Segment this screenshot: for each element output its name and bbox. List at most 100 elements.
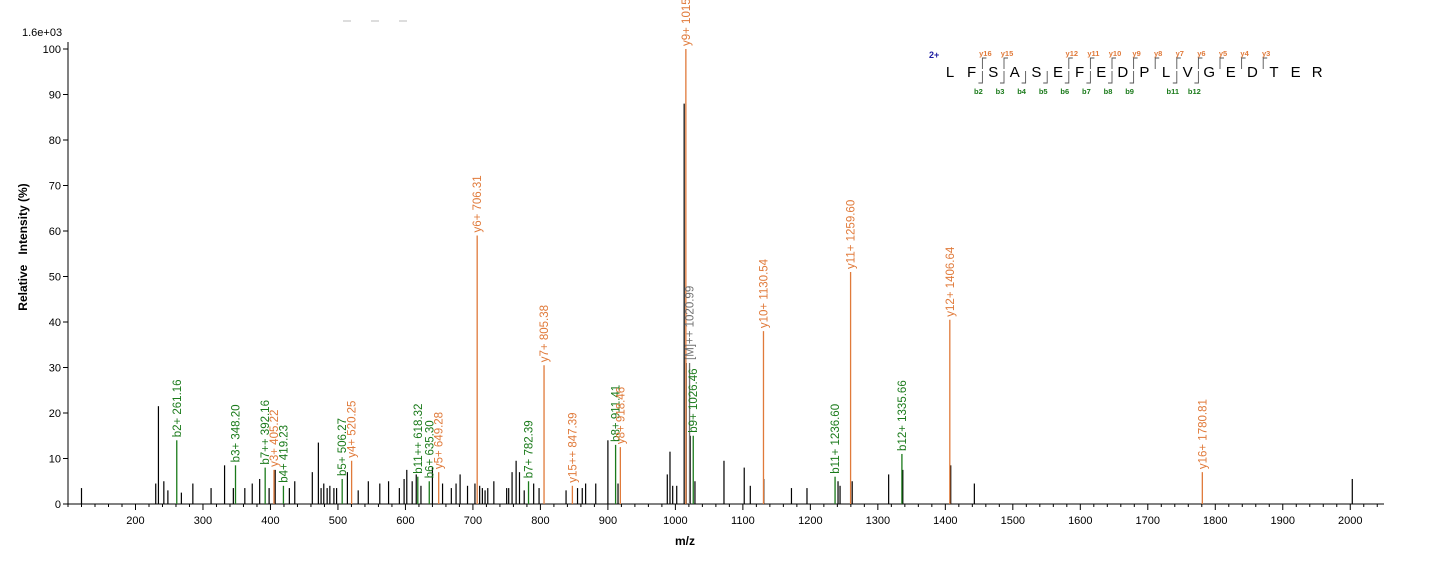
sequence-residue: G (1203, 64, 1215, 81)
y-ion-bracket (1154, 57, 1160, 69)
b-ion-label: b12 (1188, 87, 1201, 96)
b-ion-bracket (1129, 71, 1135, 84)
x-tick-label: 1500 (1001, 515, 1025, 527)
x-tick-label: 1600 (1068, 515, 1092, 527)
peak-label: y3+ 405.22 (269, 410, 281, 467)
sequence-residue: R (1312, 64, 1323, 81)
b-ion-label: b11 (1167, 87, 1180, 96)
y-tick-label: 50 (49, 272, 61, 284)
y-ion-bracket (1003, 57, 1008, 69)
peak-label: y9+ 1015.53 (681, 0, 693, 46)
sequence-residue: A (1010, 64, 1020, 81)
sequence-residue: D (1247, 64, 1258, 81)
peak-label: b8+ 911.41 (611, 385, 623, 442)
peak-label: b9+ 1026.46 (688, 368, 700, 432)
y-ion-bracket (1197, 57, 1203, 69)
x-tick-label: 400 (261, 515, 279, 527)
peak-label: y6+ 706.31 (472, 175, 484, 232)
peak-label: b7+ 782.39 (524, 420, 536, 478)
sequence-residue: E (1053, 64, 1063, 81)
x-tick-label: 500 (329, 515, 347, 527)
sequence-residue: F (967, 64, 976, 81)
x-tick-label: 1300 (866, 515, 890, 527)
b-ion-label: b5 (1039, 87, 1048, 96)
x-tick-label: 1800 (1203, 515, 1227, 527)
intensity-max-label: 1.6e+03 (22, 27, 62, 39)
y-ion-bracket (1133, 57, 1138, 69)
y-ion-bracket (1089, 57, 1095, 69)
sequence-residue: S (1031, 64, 1041, 81)
b-ion-label: b9 (1125, 87, 1134, 96)
x-tick-label: 1200 (798, 515, 822, 527)
y-tick-label: 10 (49, 454, 61, 466)
b-ion-label: b7 (1082, 87, 1091, 96)
peak-label: y5+ 649.28 (434, 412, 446, 469)
x-tick-label: 1000 (663, 515, 687, 527)
peak-label: [M]++ 1020.99 (685, 286, 697, 360)
sequence-residue: E (1096, 64, 1106, 81)
y-tick-label: 80 (49, 135, 61, 147)
peak-label: b5+ 506.27 (337, 418, 349, 476)
sequence-residue: F (1075, 64, 1084, 81)
x-tick-label: 300 (194, 515, 212, 527)
b-ion-bracket (1021, 71, 1027, 84)
y-ion-bracket (1176, 57, 1181, 69)
b-ion-bracket (1064, 71, 1070, 84)
y-tick-label: 30 (49, 363, 61, 375)
y-axis-title: Relative Intensity (%) (16, 183, 30, 310)
b-ion-label: b4 (1017, 87, 1027, 96)
x-tick-label: 1100 (731, 515, 755, 527)
y-ion-label: y11 (1087, 49, 1099, 58)
sequence-residue: V (1183, 64, 1193, 81)
y-ion-label: y6 (1197, 49, 1205, 58)
y-tick-label: 90 (49, 90, 61, 102)
x-tick-label: 200 (126, 515, 144, 527)
axes (67, 42, 1384, 505)
y-ion-bracket (1219, 57, 1224, 69)
x-tick-label: 900 (599, 515, 617, 527)
y-ion-bracket (1262, 57, 1268, 69)
peak-label: b2+ 261.16 (172, 379, 184, 437)
peak-label: b7++ 392.16 (260, 400, 272, 465)
sequence-residue: E (1291, 64, 1301, 81)
b-ion-bracket (1194, 71, 1199, 84)
y-tick-label: 0 (55, 499, 61, 511)
y-ticks: 0 10 20 30 40 50 60 70 80 90 100 (43, 44, 68, 511)
peak-label: y15++ 847.39 (567, 412, 579, 482)
sequence-residue: T (1269, 64, 1278, 81)
y-tick-label: 100 (43, 44, 61, 56)
x-axis-title: m/z (675, 534, 695, 548)
annotated-peaks (176, 49, 1203, 504)
peak-label: b11++ 618.32 (413, 404, 425, 474)
y-tick-label: 70 (49, 181, 61, 193)
sequence-residue: S (988, 64, 998, 81)
y-ion-label: y12 (1066, 49, 1079, 58)
charge-state-label: 2+ (929, 50, 939, 60)
b-ion-bracket (1086, 71, 1091, 84)
x-tick-label: 1900 (1271, 515, 1295, 527)
y-ion-label: y10 (1109, 49, 1122, 58)
y-tick-label: 40 (49, 317, 61, 329)
peak-label: b4+ 419.23 (278, 425, 290, 483)
x-tick-label: 600 (396, 515, 414, 527)
sequence-residue: D (1117, 64, 1128, 81)
y-ion-bracket (1241, 57, 1246, 69)
peak-label: b12+ 1335.66 (897, 380, 909, 451)
peak-label: y16+ 1780.81 (1197, 399, 1209, 469)
y-ion-label: y16 (979, 49, 992, 58)
peak-label: b3+ 348.20 (231, 404, 243, 462)
y-tick-label: 60 (49, 226, 61, 238)
sequence-residue: E (1226, 64, 1236, 81)
x-ticks: 200 300 400 500 600 700 800 900 1000 1100 1200 1300… (67, 504, 1378, 527)
x-tick-label: 1700 (1136, 515, 1160, 527)
x-tick-label: 1400 (933, 515, 957, 527)
peak-label: b11+ 1236.60 (830, 404, 842, 474)
y-ion-label: y9 (1132, 49, 1140, 58)
y-ion-label: y8 (1154, 49, 1162, 58)
x-tick-label: 700 (464, 515, 482, 527)
b-ion-bracket (1000, 71, 1005, 84)
b-ion-label: b3 (996, 87, 1005, 96)
